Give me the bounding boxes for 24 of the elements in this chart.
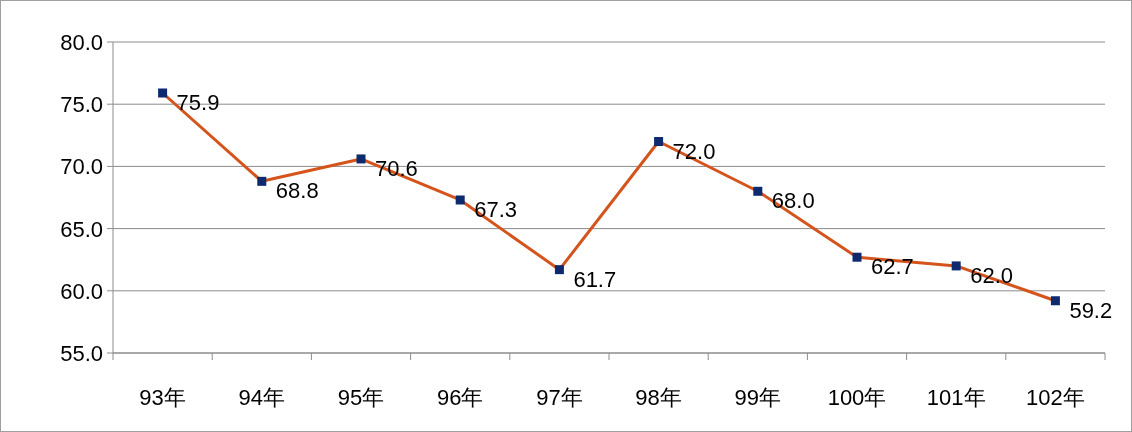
x-tick-label: 101年 <box>926 385 986 410</box>
x-tick-label: 99年 <box>734 385 782 410</box>
x-tick-label: 96年 <box>436 385 484 410</box>
data-label: 62.7 <box>871 254 914 280</box>
data-label: 72.0 <box>672 138 716 164</box>
x-tick-label: 98年 <box>635 385 682 410</box>
data-label: 75.9 <box>176 90 220 115</box>
y-tick-label: 75.0 <box>60 92 103 118</box>
x-tick-label: 95年 <box>337 385 385 410</box>
y-tick-label: 80.0 <box>60 30 103 55</box>
x-tick-label: 94年 <box>238 385 286 410</box>
y-tick-label: 65.0 <box>60 216 103 242</box>
y-tick-label: 60.0 <box>60 278 103 304</box>
y-tick-label: 55.0 <box>60 341 103 366</box>
x-tick-label: 93年 <box>139 385 186 410</box>
y-tick-label: 70.0 <box>60 154 103 180</box>
data-label: 59.2 <box>1069 297 1113 323</box>
data-label: 68.0 <box>771 188 815 214</box>
x-tick-label: 97年 <box>536 385 583 410</box>
data-label: 61.7 <box>573 266 617 292</box>
data-label: 68.8 <box>275 178 319 204</box>
data-label: 67.3 <box>474 196 518 222</box>
x-tick-label: 102年 <box>1026 385 1085 410</box>
x-tick-label: 100年 <box>827 385 887 410</box>
